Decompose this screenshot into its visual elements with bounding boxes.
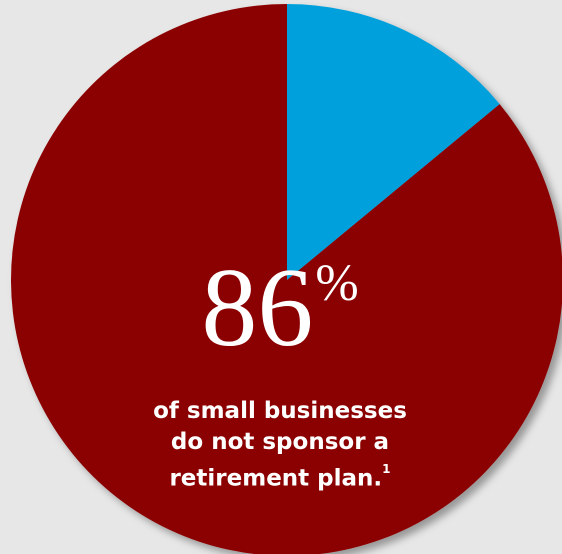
caption-line-2: do not sponsor a [170, 429, 390, 455]
pie-slice-main [11, 4, 562, 554]
headline-percentage: 86% [130, 252, 430, 364]
caption-line-1: of small businesses [153, 398, 407, 424]
caption-text: of small businesses do not sponsor a ret… [90, 396, 470, 495]
headline-value: 86 [201, 246, 314, 370]
pie-slice-accent [287, 4, 500, 280]
footnote-marker: 1 [382, 462, 391, 476]
caption-line-3: retirement plan.1 [90, 458, 470, 495]
headline-unit: % [315, 255, 359, 312]
pie-slices [11, 4, 562, 554]
caption-line-3-text: retirement plan. [169, 465, 383, 492]
